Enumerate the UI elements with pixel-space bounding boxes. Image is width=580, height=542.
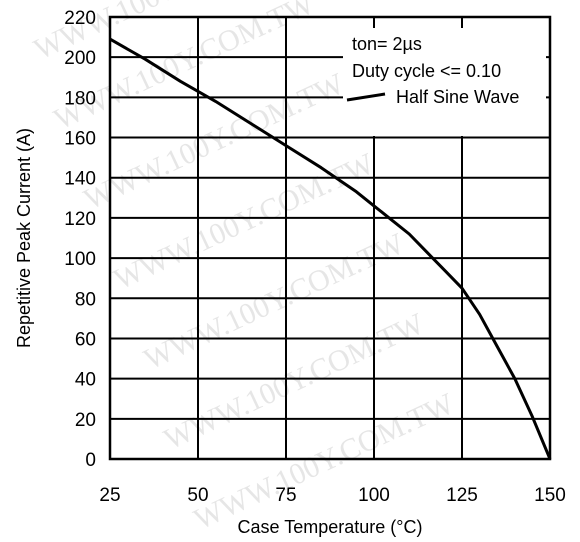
- legend: ton= 2µs Duty cycle <= 0.10 Half Sine Wave: [346, 34, 519, 107]
- grid: [110, 17, 550, 459]
- legend-annotation: ton= 2µs: [352, 34, 422, 54]
- y-tick-label: 40: [75, 370, 96, 391]
- y-tick-label: 140: [64, 169, 96, 190]
- x-tick-label: 100: [358, 485, 390, 506]
- legend-series-label: Half Sine Wave: [396, 87, 519, 107]
- x-tick-label: 25: [99, 485, 120, 506]
- y-tick-label: 120: [64, 209, 96, 230]
- legend-swatch: [346, 92, 386, 102]
- x-axis-title: Case Temperature (°C): [238, 517, 423, 537]
- x-tick-label: 150: [534, 485, 566, 506]
- y-tick-label: 100: [64, 249, 96, 270]
- y-axis-title: Repetitive Peak Current (A): [14, 128, 34, 348]
- y-tick-label: 180: [64, 88, 96, 109]
- y-tick-label: 60: [75, 329, 96, 350]
- y-tick-label: 220: [64, 8, 96, 29]
- legend-box: [343, 28, 546, 136]
- series-layer: [109, 37, 552, 460]
- series-line: [109, 37, 552, 460]
- legend-annotation: Duty cycle <= 0.10: [352, 61, 501, 81]
- y-axis: 0 20 40 60 80 100 120 140 160 180 200 220: [64, 8, 96, 471]
- y-tick-label: 20: [75, 410, 96, 431]
- x-axis: 25 50 75 100 125 150: [99, 485, 565, 506]
- x-tick-label: 125: [446, 485, 478, 506]
- x-tick-label: 75: [275, 485, 296, 506]
- y-tick-label: 160: [64, 129, 96, 150]
- x-tick-label: 50: [187, 485, 208, 506]
- y-tick-label: 200: [64, 48, 96, 69]
- y-tick-label: 80: [75, 289, 96, 310]
- y-tick-label: 0: [85, 450, 96, 471]
- plot-frame: [108, 15, 552, 461]
